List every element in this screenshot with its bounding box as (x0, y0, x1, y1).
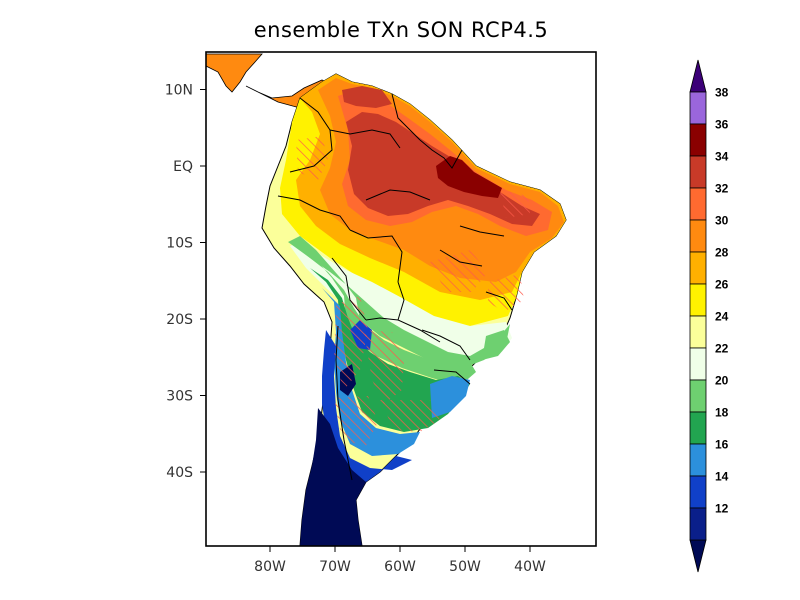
colorbar-swatch (689, 475, 707, 509)
colorbar-swatch (689, 507, 707, 541)
lon-tick-label: 50W (449, 559, 481, 575)
lon-tick-label: 80W (254, 559, 286, 575)
colorbar-swatch (689, 155, 707, 189)
lon-tick-label: 60W (384, 559, 416, 575)
temp-zone-16 (310, 268, 470, 432)
colorbar-label: 32 (715, 182, 729, 196)
longitude-axis: 80W 70W 60W 50W 40W (254, 546, 546, 575)
lat-tick-label: 10S (166, 236, 193, 252)
colorbar-swatch (689, 315, 707, 349)
colorbar-arrow-bottom (689, 539, 707, 573)
lat-tick-label: 20S (166, 312, 193, 328)
colorbar-swatch (689, 91, 707, 125)
temp-zone-below-12 (300, 364, 366, 546)
colorbar-label: 36 (715, 118, 729, 132)
colorbar-label: 20 (715, 374, 729, 388)
colorbar-label: 34 (715, 150, 729, 164)
colorbar-label: 12 (715, 502, 729, 516)
colorbar-swatch (689, 411, 707, 445)
map-title: ensemble TXn SON RCP4.5 (253, 18, 549, 42)
colorbar-swatch (689, 379, 707, 413)
colorbar-swatch (689, 219, 707, 253)
latitude-axis: 10N EQ 10S 20S 30S 40S (165, 83, 206, 481)
lon-tick-label: 40W (514, 559, 546, 575)
map-frame (205, 51, 597, 547)
map-content (206, 53, 567, 546)
colorbar-label: 14 (715, 470, 729, 484)
colorbar-swatch (689, 283, 707, 317)
lat-tick-label: EQ (173, 159, 193, 175)
colorbar-label: 28 (715, 246, 729, 260)
colorbar-label: 38 (715, 86, 729, 100)
colorbar-label: 30 (715, 214, 729, 228)
lat-tick-label: 40S (166, 465, 193, 481)
temp-zone-18 (300, 250, 510, 386)
colorbar-swatch (689, 347, 707, 381)
colorbar-label: 18 (715, 406, 729, 420)
lon-tick-label: 70W (319, 559, 351, 575)
colorbar-swatch (689, 251, 707, 285)
colorbar-label: 24 (715, 310, 729, 324)
country-borders (277, 93, 513, 481)
colorbar-arrow-top (689, 59, 707, 93)
colorbar-swatch (689, 443, 707, 477)
colorbar-label: 16 (715, 438, 729, 452)
colorbar-label: 22 (715, 342, 729, 356)
temp-zone-22 (290, 240, 512, 368)
lat-tick-label: 30S (166, 389, 193, 405)
colorbar-swatch (689, 123, 707, 157)
colorbar-label: 26 (715, 278, 729, 292)
colorbar: 12 14 16 18 20 22 24 26 28 30 32 34 36 38 (689, 59, 729, 573)
lat-tick-label: 10N (165, 83, 193, 99)
colorbar-swatch (689, 187, 707, 221)
